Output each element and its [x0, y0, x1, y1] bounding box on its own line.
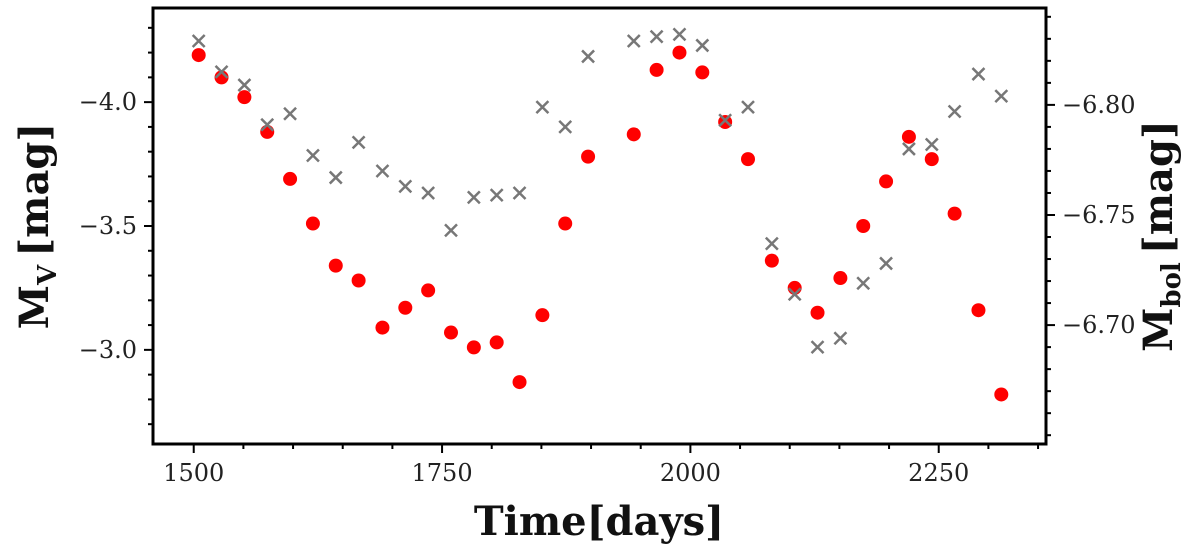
data-point-cross — [649, 29, 664, 44]
left-tick-label: −3.5 — [79, 212, 137, 240]
data-point-circle — [994, 387, 1009, 402]
data-point-circle — [695, 65, 710, 80]
data-point-cross — [695, 38, 710, 53]
data-point-cross — [466, 190, 481, 205]
data-point-cross — [718, 113, 733, 128]
data-point-circle — [649, 62, 664, 77]
data-point-circle — [901, 129, 916, 144]
data-point-cross — [810, 340, 825, 354]
x-axis-title: Time[days] — [474, 498, 724, 545]
data-point-cross — [375, 164, 390, 178]
right-tick-label: −6.80 — [1062, 91, 1136, 119]
data-point-circle — [283, 171, 298, 186]
data-point-cross — [214, 64, 229, 79]
data-point-circle — [443, 325, 458, 340]
data-point-circle — [581, 149, 596, 164]
data-point-circle — [971, 303, 986, 318]
data-point-cross — [971, 67, 986, 81]
data-point-circle — [305, 216, 320, 231]
left-tick-label: −4.0 — [79, 88, 137, 116]
data-point-circle — [626, 127, 641, 142]
data-point-cross — [398, 179, 413, 194]
right-axis-title-sub: bol — [1157, 262, 1187, 308]
data-point-circle — [421, 283, 436, 298]
x-tick-label: 2000 — [660, 459, 721, 487]
data-point-cross — [856, 276, 871, 291]
data-point-cross — [306, 148, 320, 163]
x-tick-label: 1750 — [412, 459, 473, 487]
data-point-cross — [994, 89, 1009, 103]
data-point-cross — [833, 331, 848, 346]
data-point-circle — [672, 45, 687, 60]
left-axis-title-sub: V — [33, 264, 63, 286]
data-point-cross — [237, 78, 252, 92]
data-point-cross — [879, 256, 893, 271]
series-markers — [191, 27, 1009, 402]
data-point-circle — [237, 90, 252, 105]
data-point-circle — [351, 273, 366, 288]
data-point-cross — [421, 186, 436, 200]
data-point-circle — [466, 340, 481, 355]
data-point-circle — [260, 124, 275, 139]
data-point-circle — [764, 253, 779, 268]
left-axis-title-main: M — [11, 285, 58, 329]
data-point-cross — [581, 49, 595, 64]
axis-tick-labels: 1500 1750 2000 2250 −4.0 −3.5 −3.0 −6.80 −6.75 −6… — [79, 88, 1136, 487]
data-point-cross — [444, 223, 458, 238]
x-tick-label: 2250 — [908, 459, 969, 487]
data-point-circle — [741, 152, 756, 167]
data-point-circle — [191, 48, 206, 63]
data-point-cross — [191, 34, 206, 48]
data-point-circle — [398, 300, 413, 315]
data-point-cross — [764, 236, 779, 251]
data-point-circle — [535, 308, 550, 323]
data-point-cross — [328, 170, 343, 185]
data-point-circle — [489, 335, 504, 350]
data-point-cross — [947, 104, 962, 119]
data-point-circle — [810, 305, 825, 320]
right-tick-label: −6.70 — [1062, 311, 1136, 339]
data-point-circle — [558, 216, 573, 231]
right-axis-title-main: M — [1135, 308, 1182, 352]
left-axis-title: MV [mag] — [11, 123, 63, 330]
data-point-cross — [902, 142, 916, 156]
data-point-cross — [924, 137, 939, 152]
data-point-circle — [833, 271, 848, 286]
data-point-circle — [856, 219, 871, 233]
data-point-circle — [375, 320, 390, 335]
data-point-cross — [512, 186, 527, 200]
axis-ticks — [144, 15, 1055, 453]
plot-frame — [151, 6, 1048, 446]
data-point-cross — [626, 34, 641, 48]
data-point-cross — [283, 106, 297, 121]
data-point-cross — [489, 188, 504, 203]
data-point-circle — [879, 174, 894, 189]
data-point-circle — [947, 206, 962, 221]
left-axis-title-unit: [mag] — [11, 123, 58, 257]
x-tick-label: 1500 — [163, 459, 224, 487]
data-point-cross — [672, 27, 687, 42]
data-point-circle — [328, 258, 343, 273]
left-tick-label: −3.0 — [79, 336, 137, 364]
data-point-cross — [787, 287, 802, 302]
data-point-circle — [924, 152, 939, 167]
data-point-circle — [512, 375, 527, 390]
right-tick-label: −6.75 — [1062, 201, 1136, 229]
right-axis-title: Mbol [mag] — [1135, 120, 1187, 352]
right-axis-title-unit: [mag] — [1135, 120, 1182, 254]
data-point-cross — [351, 135, 366, 150]
data-point-cross — [741, 100, 755, 114]
data-point-cross — [260, 117, 275, 132]
data-point-cross — [535, 100, 550, 114]
data-point-cross — [558, 120, 573, 134]
